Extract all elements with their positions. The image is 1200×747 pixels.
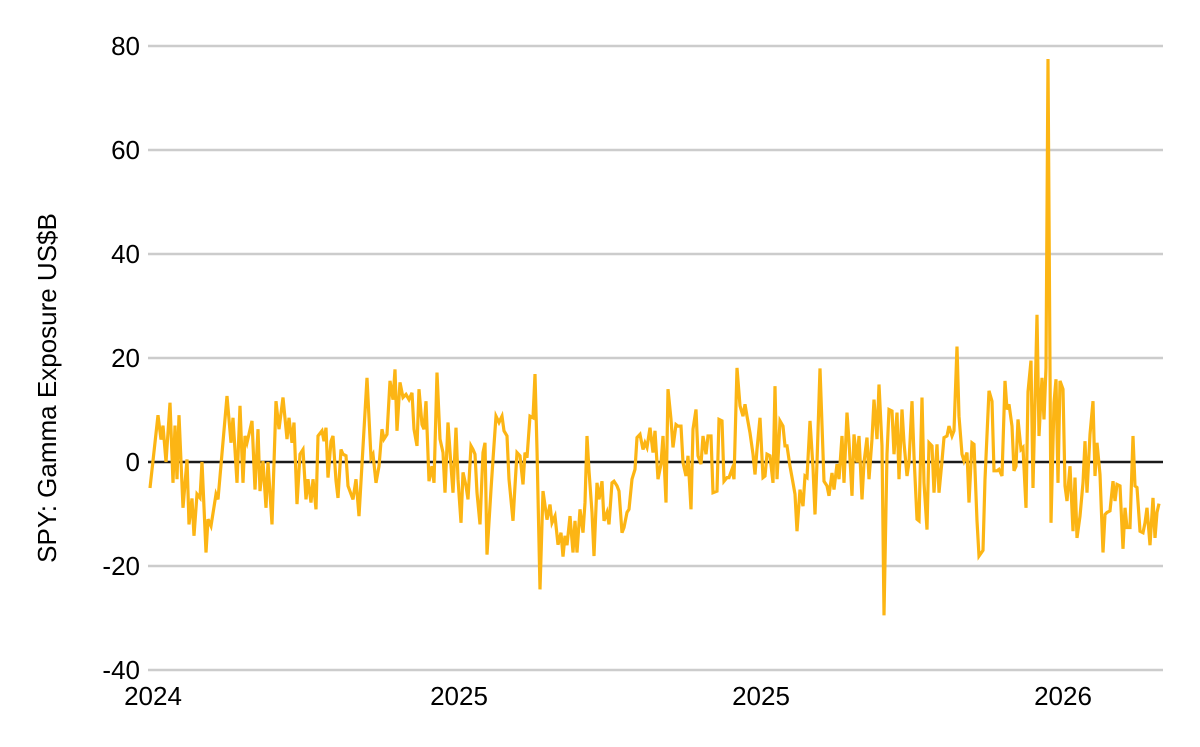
- y-tick-label-0: 0: [126, 447, 140, 477]
- y-tick-label--40: -40: [102, 655, 140, 685]
- x-tick-label-1: 2025: [430, 681, 488, 711]
- x-tick-label-2: 2025: [732, 681, 790, 711]
- y-tick-label-20: 20: [111, 343, 140, 373]
- y-tick-label-40: 40: [111, 239, 140, 269]
- gridlines: [148, 44, 1163, 672]
- y-tick-label--20: -20: [102, 551, 140, 581]
- y-tick-label-80: 80: [111, 31, 140, 61]
- y-axis-tick-labels: 80 60 40 20 0 -20 -40: [102, 31, 140, 685]
- x-tick-label-3: 2026: [1034, 681, 1092, 711]
- x-tick-label-0: 2024: [124, 681, 182, 711]
- x-axis-tick-labels: 2024 2025 2025 2026: [124, 681, 1092, 711]
- y-axis-title: SPY: Gamma Exposure US$B: [32, 213, 62, 563]
- gamma-exposure-line-series: [148, 58, 1161, 616]
- y-tick-label-60: 60: [111, 135, 140, 165]
